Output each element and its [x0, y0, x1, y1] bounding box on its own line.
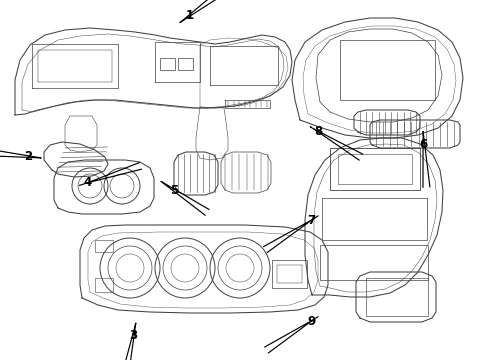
Text: 5: 5: [170, 184, 178, 197]
Text: 7: 7: [307, 214, 315, 227]
Text: 9: 9: [307, 315, 315, 328]
Text: 8: 8: [315, 125, 322, 138]
Text: 4: 4: [83, 176, 91, 189]
Text: 1: 1: [186, 9, 194, 22]
Text: 6: 6: [420, 138, 428, 150]
Text: 3: 3: [129, 329, 137, 342]
Text: 2: 2: [24, 150, 32, 163]
